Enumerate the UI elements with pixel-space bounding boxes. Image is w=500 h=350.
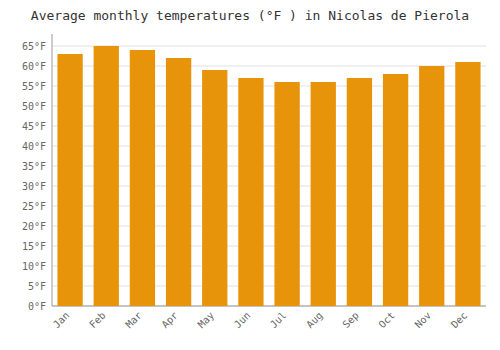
y-tick-label: 5°F [28, 281, 46, 292]
bar [166, 58, 191, 306]
y-tick-label: 50°F [22, 101, 46, 112]
bar [347, 78, 372, 306]
y-tick-label: 20°F [22, 221, 46, 232]
y-tick-label: 55°F [22, 81, 46, 92]
x-tick-label: Nov [413, 310, 434, 331]
y-tick-label: 35°F [22, 161, 46, 172]
bar [455, 62, 480, 306]
x-axis: Jan Feb Mar Apr May Jun Jul Aug Sep Oct Nov Dec [51, 310, 469, 331]
x-tick-label: Jun [232, 310, 253, 331]
x-tick-label: Aug [304, 310, 325, 331]
y-axis-line [52, 34, 53, 306]
bar [419, 66, 444, 306]
y-tick-label: 10°F [22, 261, 46, 272]
bar [130, 50, 155, 306]
chart: Average monthly temperatures (°F ) in Ni… [0, 0, 500, 350]
x-tick-label: Apr [159, 310, 180, 331]
bar [274, 82, 299, 306]
x-tick-label: Jan [51, 310, 72, 331]
x-tick-label: Sep [340, 310, 361, 331]
x-tick-label: May [196, 310, 217, 331]
x-tick-label: Mar [123, 310, 144, 331]
y-axis: 0°F 5°F 10°F 15°F 20°F 25°F 30°F 35°F 40°F 45°F 50… [22, 41, 46, 312]
bar [383, 74, 408, 306]
y-tick-label: 65°F [22, 41, 46, 52]
bar [202, 70, 227, 306]
x-tick-label: Oct [376, 310, 397, 331]
bar [57, 54, 82, 306]
y-tick-label: 0°F [28, 301, 46, 312]
y-tick-label: 25°F [22, 201, 46, 212]
bar [94, 46, 119, 306]
bar [238, 78, 263, 306]
y-tick-label: 30°F [22, 181, 46, 192]
y-tick-label: 60°F [22, 61, 46, 72]
x-tick-label: Feb [87, 310, 108, 331]
grid [52, 46, 486, 306]
x-tick-label: Dec [449, 310, 470, 331]
y-tick-label: 15°F [22, 241, 46, 252]
y-tick-label: 45°F [22, 121, 46, 132]
bar [311, 82, 336, 306]
chart-container: Average monthly temperatures (°F ) in Ni… [0, 0, 500, 350]
y-tick-label: 40°F [22, 141, 46, 152]
title: Average monthly temperatures (°F ) in Ni… [31, 8, 469, 23]
x-tick-label: Jul [268, 310, 289, 331]
bars [57, 46, 480, 306]
